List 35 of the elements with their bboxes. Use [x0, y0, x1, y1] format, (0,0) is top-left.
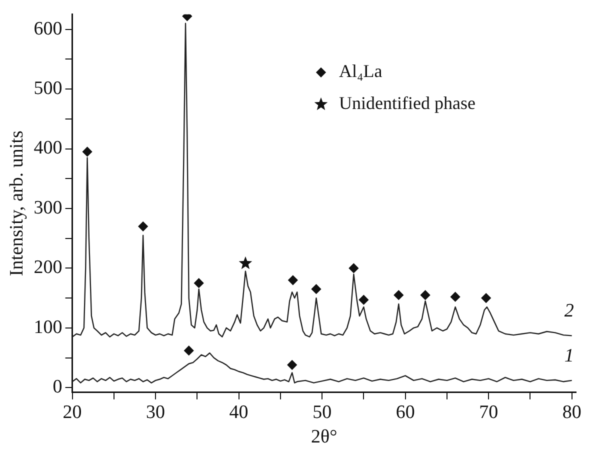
y-tick-label: 500 [34, 78, 62, 100]
y-tick-label: 400 [34, 138, 62, 159]
x-tick-label: 50 [312, 402, 332, 423]
y-tick-label: 100 [34, 316, 62, 338]
x-axis-title: 2θ° [311, 426, 338, 448]
y-tick-label: 200 [34, 257, 62, 278]
y-axis-title: Intensity, arb. units [6, 130, 28, 276]
y-tick-label: 300 [34, 197, 62, 218]
point [348, 263, 358, 273]
point [394, 290, 404, 300]
x-tick-label: 80 [562, 402, 582, 423]
x-tick-label: 20 [62, 402, 82, 423]
y-tick-label: 600 [34, 18, 62, 40]
point [184, 346, 194, 356]
point [287, 360, 297, 370]
legend-label: Al₄La [339, 61, 382, 82]
legend-label: Unidentified phase [339, 93, 476, 114]
series-label: 2 [564, 300, 574, 322]
point [311, 284, 321, 294]
x-tick-label: 30 [146, 402, 166, 423]
point [288, 275, 298, 285]
point [238, 256, 252, 270]
series-label: 1 [564, 345, 574, 366]
x-tick-label: 70 [479, 402, 498, 423]
point [82, 146, 92, 156]
point [194, 278, 204, 288]
point [420, 290, 430, 300]
point [182, 14, 192, 21]
point [358, 295, 368, 305]
point [450, 292, 460, 302]
y-tick-label: 0 [52, 376, 62, 398]
x-tick-label: 60 [396, 402, 415, 423]
point [481, 293, 491, 303]
x-tick-label: 40 [229, 402, 248, 423]
point [138, 222, 148, 232]
